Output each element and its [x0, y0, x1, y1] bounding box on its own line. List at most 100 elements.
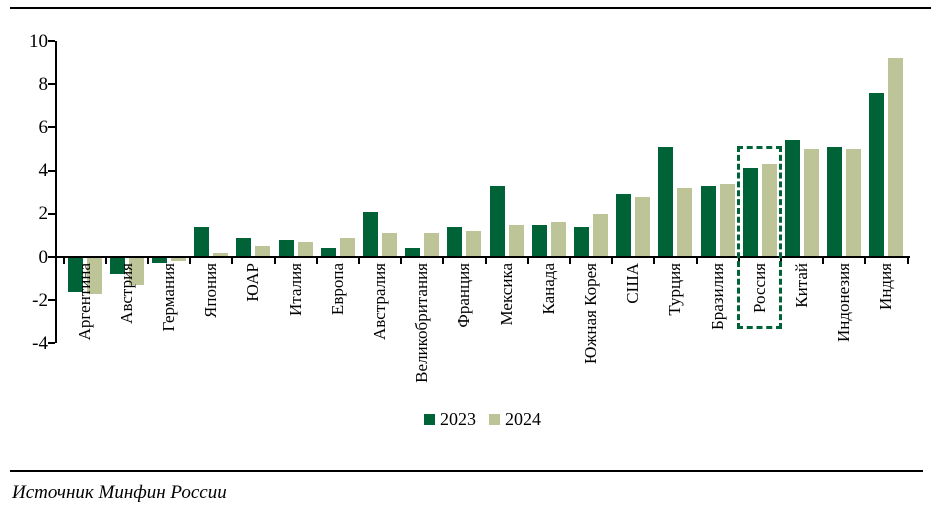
y-tick [47, 40, 55, 42]
y-tick-label: 8 [38, 73, 49, 95]
highlight-box-Россия [737, 145, 783, 329]
y-tick-label: -2 [32, 289, 48, 311]
x-tick [864, 258, 867, 264]
legend-swatch-icon [489, 414, 500, 425]
x-category-label: Аргентина [74, 263, 94, 341]
x-tick [653, 258, 656, 264]
x-tick [231, 258, 234, 264]
bar-2024 [635, 196, 651, 257]
bar-2023 [827, 146, 843, 257]
y-tick-label: 0 [38, 246, 49, 268]
bar-2023 [363, 211, 378, 257]
y-tick [47, 299, 55, 302]
x-category-label: Австралия [370, 263, 389, 340]
bar-2024 [382, 233, 397, 257]
x-category-label: Индия [876, 263, 896, 310]
y-tick-label: -4 [32, 332, 48, 354]
x-category-label: Япония [201, 263, 221, 318]
y-tick [47, 342, 55, 345]
y-tick-label: 4 [38, 160, 49, 182]
x-tick [315, 258, 318, 264]
x-tick [400, 258, 403, 264]
x-category-label: Индонезия [834, 263, 854, 343]
x-tick [484, 258, 487, 264]
bar-2023 [236, 237, 252, 257]
bar-2024 [677, 187, 693, 257]
bar-chart-plot: 10 8 6 4 2 0 -2 -4 Аргентина Австрия Германия Япони… [29, 30, 910, 383]
bottom-divider [10, 470, 923, 472]
bar-2024 [297, 241, 313, 257]
y-tick-label: 10 [29, 30, 48, 52]
bar-2024 [128, 257, 144, 286]
y-tick [47, 169, 55, 172]
x-category-label: Италия [285, 263, 305, 317]
x-category-label: Китай [792, 263, 811, 308]
bar-2024 [804, 149, 819, 257]
bar-2023 [700, 185, 716, 257]
y-axis [54, 41, 57, 344]
legend-swatch-icon [424, 414, 435, 425]
x-axis [54, 256, 910, 258]
x-tick [611, 258, 614, 264]
bar-2023 [447, 226, 463, 257]
y-tick-label: 6 [38, 116, 49, 138]
x-tick [273, 258, 276, 264]
x-tick [822, 258, 825, 264]
x-tick [568, 258, 571, 264]
bar-2024 [846, 149, 862, 257]
bar-2024 [719, 183, 735, 257]
x-category-label: Великобритания [412, 263, 432, 383]
bar-2023 [152, 257, 167, 264]
bar-2023 [109, 257, 125, 275]
legend-item-2023: 2023 [424, 409, 476, 430]
y-tick-label: 2 [38, 203, 49, 225]
x-category-label: Австрия [116, 263, 136, 324]
y-tick [47, 126, 55, 129]
source-note: Источник Минфин России [12, 482, 227, 503]
bar-2023 [320, 248, 336, 257]
x-tick [62, 258, 65, 264]
bar-2024 [550, 222, 566, 257]
bar-2024 [508, 224, 524, 257]
x-tick [146, 258, 149, 264]
bar-2023 [405, 248, 421, 257]
bar-2023 [67, 257, 83, 292]
bar-2024 [424, 233, 440, 257]
legend-item-2024: 2024 [489, 409, 541, 430]
x-tick [526, 258, 529, 264]
x-category-label: Мексика [496, 263, 516, 326]
y-tick [47, 256, 55, 258]
bar-2023 [785, 140, 800, 257]
bar-2023 [574, 226, 589, 257]
legend-label: 2024 [505, 409, 541, 429]
x-category-label: Франция [454, 263, 474, 328]
bar-2024 [213, 252, 229, 257]
x-tick [442, 258, 445, 264]
bar-2023 [278, 239, 294, 257]
bar-2024 [888, 58, 904, 257]
x-category-label: ЮАР [243, 263, 263, 302]
y-tick [47, 83, 55, 86]
bar-2023 [742, 168, 758, 257]
bar-2023 [531, 224, 547, 257]
x-category-label: Южная Корея [581, 263, 600, 364]
bar-2023 [869, 92, 885, 257]
bar-2023 [658, 146, 674, 257]
bar-2024 [171, 257, 186, 262]
x-tick [189, 258, 192, 264]
x-category-label: США [623, 263, 643, 304]
top-divider [10, 7, 931, 9]
x-category-label: Турция [665, 263, 685, 316]
chart-legend: 2023 2024 [57, 409, 908, 430]
bar-2024 [255, 246, 271, 257]
x-category-label: Германия [159, 263, 178, 332]
x-tick [695, 258, 698, 264]
legend-label: 2023 [440, 409, 476, 429]
bar-2024 [761, 164, 777, 257]
bar-2023 [616, 194, 632, 257]
x-tick [104, 258, 107, 264]
x-tick [357, 258, 360, 264]
bar-2024 [86, 257, 102, 294]
bar-2024 [339, 237, 355, 257]
